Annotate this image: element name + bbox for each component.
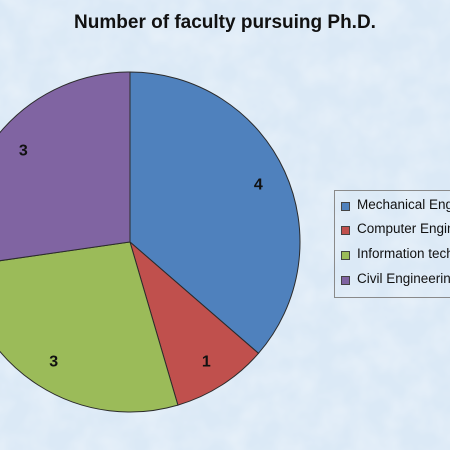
chart-title: Number of faculty pursuing Ph.D.	[74, 12, 376, 33]
chart-legend: Mechanical Engineering Computer Engineer…	[334, 190, 450, 298]
pie-slice-mechanical	[129, 71, 301, 355]
pie-slice-civil	[0, 71, 131, 262]
legend-swatch-information	[341, 251, 350, 260]
data-label-computer: 1	[202, 354, 211, 371]
legend-label-mechanical: Mechanical Engineering	[357, 197, 450, 212]
pie-slice-information	[0, 241, 179, 413]
legend-swatch-computer	[341, 226, 350, 235]
data-label-mechanical: 4	[254, 176, 263, 193]
legend-swatch-mechanical	[341, 202, 350, 211]
data-label-information: 3	[49, 354, 58, 371]
data-label-civil: 3	[19, 143, 28, 160]
legend-label-civil: Civil Engineering	[357, 271, 450, 286]
legend-label-information: Information technology	[357, 246, 450, 261]
pie-slice-computer	[129, 240, 260, 406]
legend-label-computer: Computer Engineering	[357, 221, 450, 236]
legend-swatch-civil	[341, 276, 350, 285]
